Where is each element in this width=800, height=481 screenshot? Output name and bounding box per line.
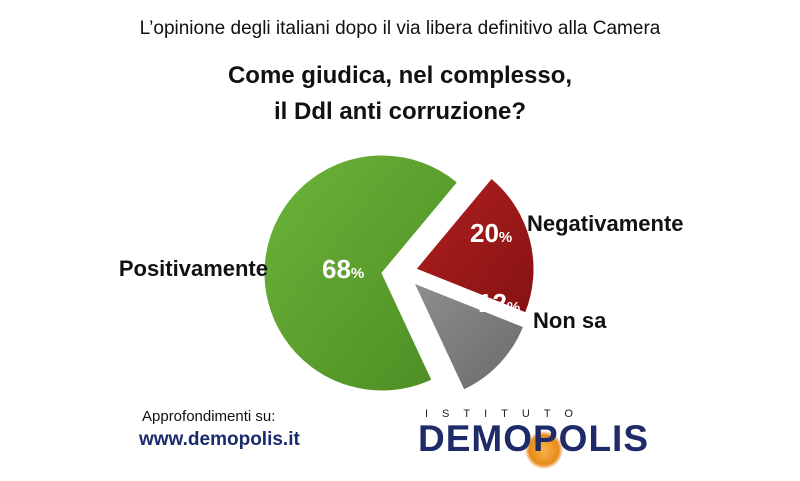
slice-non-sa [413,282,525,391]
slice-positivamente [263,154,459,392]
label-non-sa: Non sa [533,308,607,333]
value-label-non-sa: 12% [478,288,520,318]
logo-dot [525,431,563,469]
title-line-2: il Ddl anti corruzione? [273,98,526,125]
footer-label: Approfondimenti su: [142,408,276,425]
label-negativamente: Negativamente [527,211,684,236]
label-positivamente: Positivamente [119,256,268,281]
logo-top-text: ISTITUTO [425,408,587,420]
title-line-1: Come giudica, nel complesso, [227,62,573,89]
slice-negativamente [415,177,535,314]
value-label-positivamente: 68% [322,254,364,284]
footer-url-link[interactable]: www.demopolis.it [139,429,300,450]
value-label-negativamente: 20% [470,218,512,248]
chart-title: Come giudica, nel complesso, il Ddl anti… [0,58,800,130]
logo-main-text: DEMOPOLIS [418,418,650,459]
chart-subtitle: L’opinione degli italiani dopo il via li… [139,18,661,39]
